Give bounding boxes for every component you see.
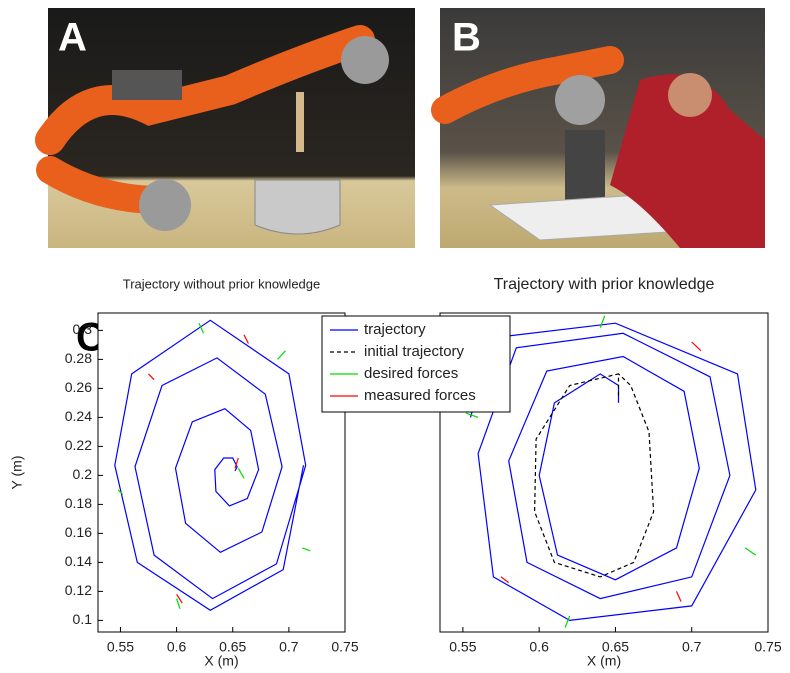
plots: Trajectory without prior knowledge 0.55 0.… [9, 276, 782, 668]
y-tick-label: 0.26 [65, 379, 92, 395]
y-tick-label: 0.14 [65, 553, 92, 569]
photo-a [48, 8, 415, 248]
photo-b [440, 8, 765, 248]
legend-label: trajectory [364, 321, 426, 338]
page: A B C Trajectory without prior knowledge… [0, 0, 790, 673]
x-tick-label: 0.75 [754, 639, 781, 655]
chart-title: Trajectory with prior knowledge [494, 276, 715, 293]
y-tick-label: 0.28 [65, 350, 92, 366]
y-tick-label: 0.16 [65, 524, 92, 540]
legend-label: desired forces [364, 365, 458, 382]
legend-label: initial trajectory [364, 343, 465, 360]
panel-label: A [58, 16, 87, 60]
x-tick-label: 0.55 [449, 639, 476, 655]
x-tick-label: 0.6 [167, 639, 187, 655]
x-tick-label: 0.55 [107, 639, 134, 655]
y-tick-label: 0.24 [65, 408, 92, 424]
y-tick-label: 0.2 [73, 466, 93, 482]
legend-label: measured forces [364, 387, 476, 404]
chart-title: Trajectory without prior knowledge [123, 276, 321, 291]
y-tick-label: 0.12 [65, 582, 92, 598]
y-axis-label: Y (m) [9, 456, 25, 490]
figure: A B C Trajectory without prior knowledge… [0, 0, 790, 673]
y-tick-label: 0.3 [73, 321, 93, 337]
x-tick-label: 0.7 [279, 639, 299, 655]
panel-label: B [452, 16, 481, 60]
x-axis-label: X (m) [587, 653, 621, 669]
y-tick-label: 0.1 [73, 611, 93, 627]
x-tick-label: 0.6 [529, 639, 549, 655]
y-tick-label: 0.18 [65, 495, 92, 511]
x-tick-label: 0.75 [331, 639, 358, 655]
y-tick-label: 0.22 [65, 437, 92, 453]
x-tick-label: 0.7 [682, 639, 702, 655]
x-axis-label: X (m) [204, 653, 238, 669]
